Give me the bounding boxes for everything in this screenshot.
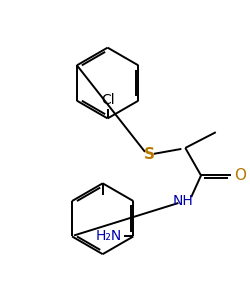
- Text: NH: NH: [173, 194, 194, 208]
- Text: Cl: Cl: [101, 93, 114, 107]
- Text: H₂N: H₂N: [95, 230, 122, 243]
- Text: O: O: [234, 168, 246, 183]
- Text: S: S: [144, 147, 154, 162]
